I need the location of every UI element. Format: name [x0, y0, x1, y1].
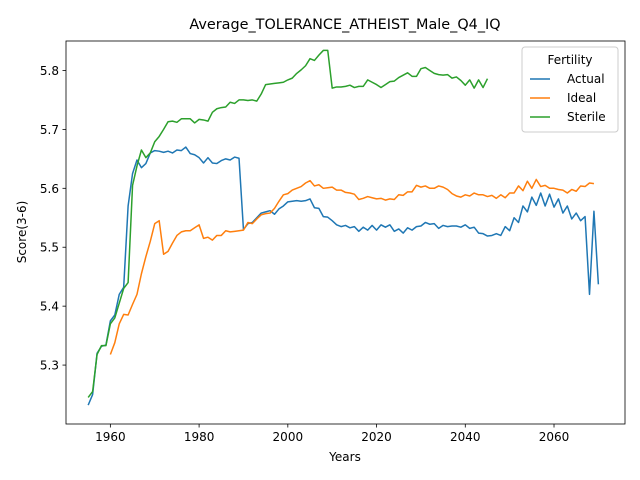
y-axis: 5.3 5.4 5.5 5.6 5.7 5.8: [40, 64, 66, 373]
y-tick-label: 5.5: [40, 241, 59, 255]
x-tick-label: 2060: [539, 430, 570, 444]
y-axis-label: Score(3-6): [15, 201, 29, 264]
y-tick-label: 5.7: [40, 123, 59, 137]
chart-title: Average_TOLERANCE_ATHEIST_Male_Q4_IQ: [189, 17, 500, 33]
legend-label-ideal: Ideal: [567, 91, 596, 105]
x-axis: 1960 1980 2000 2020 2040 2060: [95, 424, 569, 444]
legend: Fertility Actual Ideal Sterile: [521, 46, 619, 133]
legend-title: Fertility: [547, 53, 592, 67]
x-tick-label: 2020: [361, 430, 392, 444]
y-tick-label: 5.6: [40, 182, 59, 196]
plot-frame: [65, 40, 626, 425]
x-tick-label: 2040: [450, 430, 481, 444]
legend-label-actual: Actual: [567, 72, 605, 86]
plot-area: [65, 40, 626, 425]
legend-entries: Actual Ideal Sterile: [530, 72, 606, 124]
series-line-actual: [87, 146, 600, 406]
x-tick-label: 1980: [184, 430, 215, 444]
legend-box: [521, 46, 619, 133]
y-tick-label: 5.8: [40, 64, 59, 78]
y-tick-label: 5.3: [40, 359, 59, 373]
series-line-ideal: [109, 178, 595, 355]
series-line-sterile: [87, 49, 489, 398]
x-axis-label: Years: [328, 450, 361, 464]
x-tick-label: 1960: [95, 430, 126, 444]
y-tick-label: 5.4: [40, 300, 59, 314]
legend-label-sterile: Sterile: [567, 110, 606, 124]
series-layer: [87, 49, 600, 406]
x-tick-label: 2000: [273, 430, 304, 444]
